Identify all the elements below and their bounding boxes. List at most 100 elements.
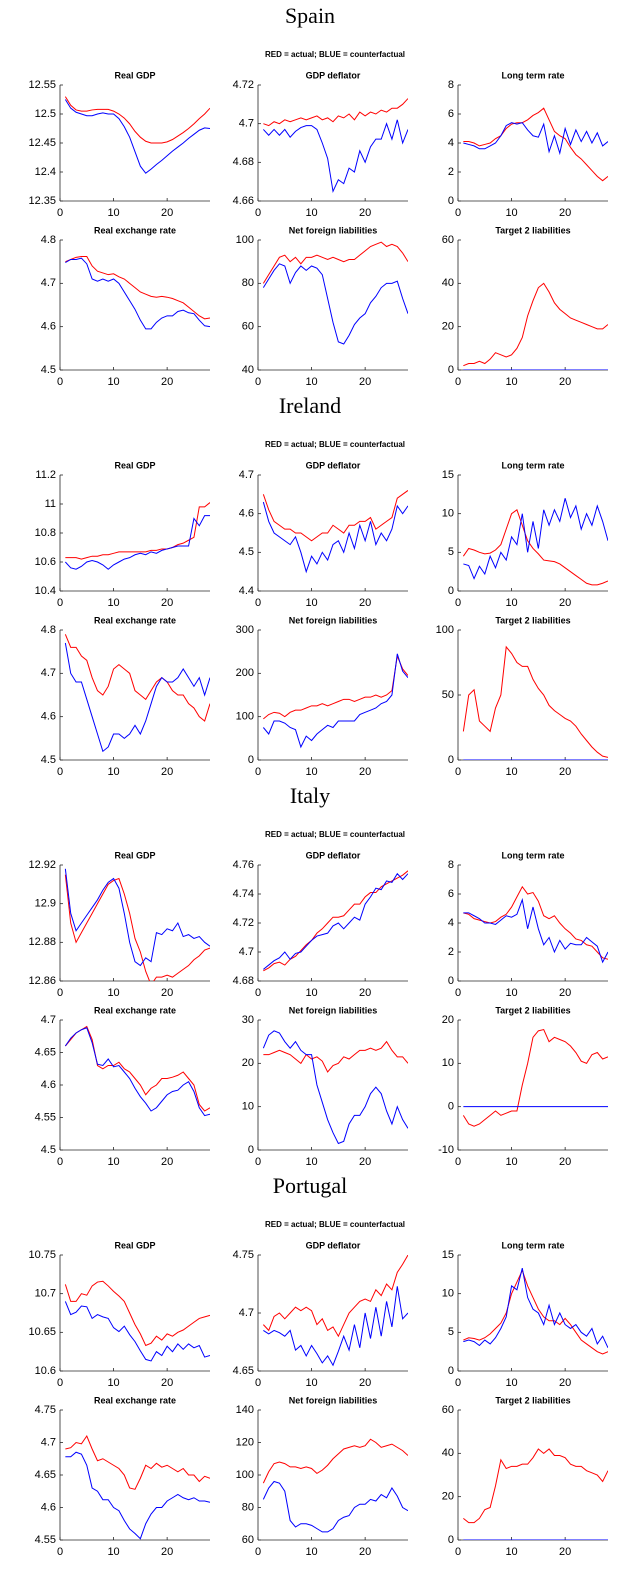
x-tick-label: 20 (559, 1377, 571, 1389)
panel: Target 2 liabilities 0 20 40 60 0 10 20 (442, 225, 608, 388)
y-tick-label: 4.7 (41, 1436, 56, 1448)
x-tick-label: 10 (305, 1377, 317, 1389)
panel-title: Net foreign liabilities (289, 225, 378, 235)
x-tick-label: 0 (255, 376, 261, 388)
x-tick-label: 10 (107, 1156, 119, 1168)
x-tick-label: 0 (57, 1156, 63, 1168)
y-tick-label: 120 (236, 1436, 254, 1448)
y-tick-label: 2 (448, 166, 454, 178)
panel-title: GDP deflator (306, 1240, 361, 1250)
y-tick-label: 0 (248, 1144, 254, 1156)
x-tick-label: 10 (107, 1546, 119, 1558)
x-tick-label: 0 (455, 1546, 461, 1558)
y-tick-label: 10.6 (35, 1365, 56, 1377)
panel: GDP deflator 4.68 4.7 4.72 4.74 4.76 0 10 20 (233, 850, 408, 999)
data-line (262, 241, 408, 284)
x-tick-label: 10 (505, 987, 517, 999)
data-line (262, 501, 408, 574)
y-tick-label: 60 (242, 1534, 254, 1546)
x-tick-label: 10 (505, 376, 517, 388)
y-tick-label: 4.5 (41, 1144, 56, 1156)
y-tick-label: 0 (448, 754, 454, 766)
x-tick-label: 0 (455, 376, 461, 388)
y-tick-label: 0 (448, 1101, 454, 1113)
data-line (463, 885, 608, 960)
x-tick-label: 0 (57, 1546, 63, 1558)
x-tick-label: 20 (359, 597, 371, 609)
panel-title: Target 2 liabilities (495, 1005, 570, 1015)
y-tick-label: 100 (436, 624, 454, 636)
x-tick-label: 10 (505, 1377, 517, 1389)
x-tick-label: 0 (255, 1156, 261, 1168)
y-tick-label: 10 (242, 1101, 254, 1113)
y-tick-label: 60 (442, 234, 454, 246)
y-tick-label: 80 (242, 277, 254, 289)
data-line (64, 642, 210, 753)
data-line (263, 654, 408, 720)
y-tick-label: 12.45 (28, 137, 56, 149)
y-tick-label: 12.35 (28, 195, 56, 207)
x-tick-label: 10 (305, 766, 317, 778)
y-tick-label: 0 (448, 1534, 454, 1546)
panel-title: Real GDP (114, 460, 155, 470)
data-line (263, 870, 408, 972)
x-tick-label: 20 (161, 1546, 173, 1558)
x-tick-label: 20 (161, 766, 173, 778)
panel-title: Real exchange rate (94, 1005, 176, 1015)
y-tick-label: 5 (448, 1326, 454, 1338)
y-tick-label: 12.55 (28, 79, 56, 91)
x-tick-label: 10 (107, 766, 119, 778)
data-line (64, 1025, 210, 1112)
y-tick-label: 4.72 (233, 917, 254, 929)
data-line (64, 868, 210, 967)
x-tick-label: 20 (161, 597, 173, 609)
data-line (463, 1269, 608, 1355)
panel: Real exchange rate 4.5 4.6 4.7 4.8 0 10 20 (41, 615, 210, 778)
data-line (263, 98, 408, 127)
x-tick-label: 20 (559, 766, 571, 778)
x-tick-label: 20 (359, 376, 371, 388)
y-tick-label: 20 (242, 1057, 254, 1069)
panel-title: Long term rate (501, 850, 564, 860)
x-tick-label: 0 (57, 597, 63, 609)
y-tick-label: 40 (442, 277, 454, 289)
y-tick-label: 20 (442, 1014, 454, 1026)
x-tick-label: 0 (455, 1156, 461, 1168)
y-tick-label: 4 (448, 137, 454, 149)
x-tick-label: 10 (505, 1156, 517, 1168)
y-tick-label: 15 (442, 469, 454, 481)
panel-title: Net foreign liabilities (289, 1395, 378, 1405)
y-tick-label: 4.65 (233, 1365, 254, 1377)
panel: Net foreign liabilities 0 10 20 30 0 10 20 (242, 1005, 408, 1168)
y-tick-label: 4.7 (41, 667, 56, 679)
panel-title: Long term rate (501, 1240, 564, 1250)
x-tick-label: 10 (107, 597, 119, 609)
panel-title: GDP deflator (306, 460, 361, 470)
panel-title: Long term rate (501, 460, 564, 470)
country-title: Ireland (279, 393, 341, 418)
y-tick-label: 200 (236, 667, 254, 679)
x-tick-label: 10 (505, 207, 517, 219)
x-tick-label: 0 (455, 1377, 461, 1389)
y-tick-label: 4.75 (35, 1404, 56, 1416)
x-tick-label: 0 (57, 376, 63, 388)
y-tick-label: 100 (236, 711, 254, 723)
data-line (65, 1451, 210, 1540)
x-tick-label: 10 (505, 766, 517, 778)
y-tick-label: 4.7 (239, 946, 254, 958)
y-tick-label: 4.7 (41, 277, 56, 289)
x-tick-label: 20 (161, 207, 173, 219)
x-tick-label: 0 (57, 987, 63, 999)
panel-title: Real exchange rate (94, 225, 176, 235)
data-line (262, 1030, 408, 1145)
data-line (64, 1280, 210, 1347)
x-tick-label: 0 (57, 766, 63, 778)
y-tick-label: 4.7 (239, 118, 254, 130)
data-line (263, 1286, 408, 1367)
y-tick-label: 4.7 (239, 469, 254, 481)
data-line (262, 263, 408, 345)
data-line (64, 515, 210, 570)
y-tick-label: 0 (448, 975, 454, 987)
x-tick-label: 10 (305, 207, 317, 219)
